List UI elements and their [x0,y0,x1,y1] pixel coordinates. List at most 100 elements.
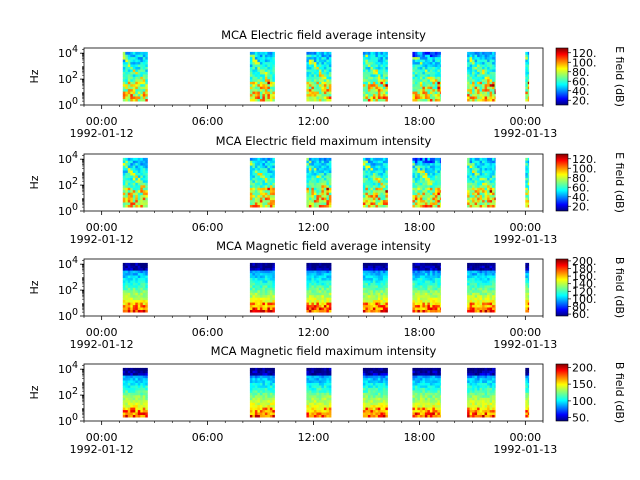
panel-1-colorbar-tick-label-4: 100. [572,56,597,69]
panel-1-data-block-6 [467,51,496,102]
panel-3-date-label-0: 1992-01-12 [70,338,134,351]
panel-4-date-label-0: 1992-01-12 [70,443,134,456]
panel-3-date-label-1: 1992-01-13 [493,338,557,351]
panel-2-colorbar: 20.40.60.80.100.120. E field (dB) [555,152,626,213]
panel-1-date-label-0: 1992-01-12 [70,127,134,140]
panel-2-colorbar-label: E field (dB) [613,152,626,213]
panel-2-colorbar-tick-label-0: 20. [572,200,590,213]
panel-4-colorbar-tick-label-1: 100. [572,395,597,408]
panel-3-data-block-4 [362,262,388,313]
panel-4-date-label-1: 1992-01-13 [493,443,557,456]
panel-3-ylabel: Hz [28,280,41,294]
panel-3-data-block-3 [306,262,332,313]
panel-3-xtick-label-4: 00:00 [509,326,541,339]
panel-2-colorbar-tick-label-3: 80. [572,172,590,185]
panel-1-date-label-1: 1992-01-13 [493,127,557,140]
panel-3-colorbar-tick-label-3: 120. [572,285,597,298]
panel-2-data-block-7 [525,157,530,208]
panel-2-colorbar-tick-label-4: 100. [572,162,597,175]
panel-3-colorbar-tick-label-6: 180. [572,263,597,276]
panel-3-data-block-5 [412,262,441,313]
panel-1-data-block-7 [525,51,530,102]
panel-3-data-block-2 [249,262,275,313]
panel-2-colorbar-gradient [555,153,569,212]
panel-4-ytick-label-1: 102 [58,386,78,402]
panel-1-data-block-3 [306,51,332,102]
panel-1-data-block-4 [362,51,388,102]
panel-1: MCA Electric field average intensity 100 1… [28,28,626,140]
panel-3-colorbar-tick-label-2: 100. [572,293,597,306]
panel-2: MCA Electric field maximum intensity 100 1… [28,134,626,246]
panel-1-colorbar-tick-label-0: 20. [572,94,590,107]
panel-1-xtick-label-4: 00:00 [509,115,541,128]
panel-4-xtick-label-2: 12:00 [298,431,330,444]
panel-2-date-label-1: 1992-01-13 [493,233,557,246]
panel-4-ytick-label-2: 104 [58,360,78,376]
panel-4-colorbar-gradient [555,363,569,422]
panel-2-data-block-6 [467,157,496,208]
panel-3-title: MCA Magnetic field average intensity [216,239,431,253]
panel-4-colorbar-tick-label-0: 50. [572,412,590,425]
panel-1-ylabel: Hz [28,69,41,83]
panel-2-ylabel: Hz [28,175,41,189]
panel-1-ytick-label-0: 100 [58,96,78,112]
panel-2-colorbar-tick-label-1: 40. [572,191,590,204]
panel-2-ytick-label-2: 104 [58,150,78,166]
panel-2-data-block-1 [122,157,148,208]
panel-3-xtick-label-0: 00:00 [86,326,118,339]
panel-1-xtick-label-1: 06:00 [192,115,224,128]
panel-3-colorbar-gradient [555,258,569,317]
panel-2-xtick-label-4: 00:00 [509,221,541,234]
panel-3-data-block-6 [467,262,496,313]
panel-4-xtick-label-4: 00:00 [509,431,541,444]
panel-4-colorbar: 50. 100. 150. 200. B field (dB) [555,361,626,425]
panel-1-data-block-5 [412,51,441,102]
panel-2-data-block-5 [412,157,441,208]
panel-3-colorbar-tick-label-4: 140. [572,278,597,291]
panel-4-ytick-label-0: 100 [58,412,78,428]
panel-3-data-block-1 [122,262,148,313]
panel-2-data-block-2 [249,157,275,208]
panel-1-ytick-label-2: 104 [58,44,78,60]
panel-4-data-block-6 [467,367,496,418]
panel-4-ylabel: Hz [28,385,41,399]
panel-2-ytick-label-0: 100 [58,202,78,218]
panel-1-colorbar-gradient [555,47,569,106]
panel-4-xtick-label-0: 00:00 [86,431,118,444]
panel-3: MCA Magnetic field average intensity 100 1… [28,239,626,351]
panel-4: MCA Magnetic field maximum intensity 100 1… [28,344,626,456]
panel-1-title: MCA Electric field average intensity [221,28,426,42]
panel-2-data-block-4 [362,157,388,208]
panel-4-data-block-5 [412,367,441,418]
panel-2-xtick-label-1: 06:00 [192,221,224,234]
panel-2-colorbar-tick-label-5: 120. [572,153,597,166]
panel-3-xtick-label-3: 18:00 [404,326,436,339]
panel-1-xtick-label-0: 00:00 [86,115,118,128]
panel-4-data-block-3 [306,367,332,418]
panel-3-data-block-7 [525,262,530,313]
panel-4-colorbar-tick-label-3: 200. [572,361,597,374]
panel-1-data-block-2 [249,51,275,102]
panel-3-colorbar-label: B field (dB) [613,257,626,318]
panel-1-colorbar-tick-label-1: 40. [572,85,590,98]
panel-3-ytick-label-2: 104 [58,255,78,271]
panel-2-ytick-label-1: 102 [58,176,78,192]
panel-2-xtick-label-3: 18:00 [404,221,436,234]
panel-1-xtick-label-2: 12:00 [298,115,330,128]
panel-4-data-block-7 [525,367,530,418]
panel-4-data-block-1 [122,367,148,418]
panel-4-xtick-label-3: 18:00 [404,431,436,444]
panel-3-ytick-label-1: 102 [58,281,78,297]
panel-2-title: MCA Electric field maximum intensity [216,134,432,148]
panel-2-xtick-label-0: 00:00 [86,221,118,234]
panel-1-colorbar-tick-label-2: 60. [572,75,590,88]
panel-2-xtick-label-2: 12:00 [298,221,330,234]
panel-4-xtick-label-1: 06:00 [192,431,224,444]
panel-1-colorbar-tick-label-5: 120. [572,47,597,60]
panel-3-colorbar: 60.80.100.120.140.160.180.200. B field (d… [555,255,626,321]
panel-3-xtick-label-2: 12:00 [298,326,330,339]
panel-1-colorbar-tick-label-3: 80. [572,66,590,79]
panel-2-data-block-3 [306,157,332,208]
panel-1-colorbar-label: E field (dB) [613,46,626,107]
